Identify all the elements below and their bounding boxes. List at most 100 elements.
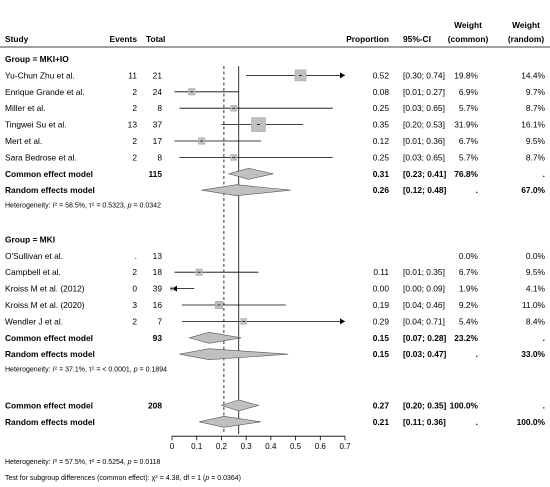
- study-weight-common: 6.7%: [459, 267, 479, 277]
- common-effect-ci: [0.20; 0.35]: [403, 400, 447, 410]
- study-total: 17: [153, 136, 163, 146]
- study-ci: [0.01; 0.36]: [403, 136, 445, 146]
- group-heterogeneity: Heterogeneity: I2 = 58.5%, τ2 = 0.5323, …: [5, 201, 161, 210]
- random-effect-label: Random effects model: [5, 185, 95, 195]
- study-weight-random: 14.4%: [521, 70, 545, 80]
- study-total: 8: [157, 103, 162, 113]
- study-weight-random: 9.5%: [526, 267, 546, 277]
- study-weight-random: 0.0%: [526, 251, 546, 261]
- column-header-total: Total: [146, 34, 165, 44]
- study-ci: [0.01; 0.27]: [403, 87, 445, 97]
- study-name: Sara Bedrose et al.: [5, 152, 77, 162]
- study-name: Kroiss M et al. (2012): [5, 284, 85, 294]
- common-effect-diamond: [220, 399, 260, 412]
- random-effect-label: Random effects model: [5, 417, 95, 427]
- study-name: Yu-Chun Zhu et al.: [5, 70, 75, 80]
- column-header-weight-common-sub: (common): [448, 34, 489, 44]
- study-weight-common: 9.2%: [459, 300, 479, 310]
- x-axis-tick-label: 0.5: [290, 442, 302, 451]
- x-axis-tick-label: 0.6: [315, 442, 327, 451]
- study-events: 11: [128, 70, 137, 80]
- group-label: Group = MKI: [5, 234, 55, 244]
- study-ci: [0.01; 0.35]: [403, 267, 445, 277]
- common-effect-total: 115: [148, 169, 162, 179]
- x-axis-tick-label: 0: [170, 442, 175, 451]
- study-ci: [0.00; 0.09]: [403, 284, 445, 294]
- common-effect-total: 208: [148, 400, 162, 410]
- column-header-study: Study: [5, 34, 29, 44]
- study-weight-random: 9.5%: [526, 136, 546, 146]
- study-weight-common: 5.7%: [459, 152, 479, 162]
- study-ci: [0.04; 0.71]: [403, 316, 445, 326]
- study-weight-common: 19.8%: [454, 70, 478, 80]
- common-effect-weight-random: .: [543, 333, 545, 343]
- study-events: 2: [132, 152, 137, 162]
- random-effect-label: Random effects model: [5, 349, 95, 359]
- study-name: Tingwei Su et al.: [5, 120, 67, 130]
- group-label: Group = MKI+IO: [5, 54, 69, 64]
- common-effect-proportion: 0.31: [373, 169, 390, 179]
- study-total: 39: [153, 284, 163, 294]
- study-events: 2: [132, 316, 137, 326]
- column-header-ci: 95%-CI: [403, 34, 431, 44]
- study-total: 7: [157, 316, 162, 326]
- study-proportion: 0.11: [373, 267, 389, 277]
- study-weight-random: 8.7%: [526, 152, 546, 162]
- random-effect-proportion: 0.26: [373, 185, 390, 195]
- study-ci: [0.04; 0.46]: [403, 300, 445, 310]
- study-events: 2: [132, 267, 137, 277]
- column-header-weight-random: Weight: [512, 20, 540, 30]
- study-proportion: 0.35: [373, 120, 390, 130]
- common-effect-weight-common: 100.0%: [450, 400, 479, 410]
- study-name: Wendler J et al.: [5, 316, 63, 326]
- x-axis-tick-label: 0.3: [241, 442, 253, 451]
- study-name: Mert et al.: [5, 136, 42, 146]
- study-events: 3: [132, 300, 137, 310]
- random-effect-diamond: [201, 184, 291, 197]
- common-effect-ci: [0.07; 0.28]: [403, 333, 447, 343]
- study-total: 21: [153, 70, 163, 80]
- study-proportion: 0.25: [373, 152, 390, 162]
- random-effect-ci: [0.03; 0.47]: [403, 349, 447, 359]
- common-effect-weight-random: .: [543, 400, 545, 410]
- random-effect-ci: [0.11; 0.36]: [403, 417, 446, 427]
- study-events: .: [135, 251, 137, 261]
- study-events: 2: [132, 87, 137, 97]
- study-proportion: 0.08: [373, 87, 390, 97]
- study-proportion: 0.52: [373, 70, 390, 80]
- study-weight-random: 16.1%: [521, 120, 545, 130]
- subgroup-test-common: Test for subgroup differences (common ef…: [5, 474, 241, 483]
- common-effect-label: Common effect model: [5, 400, 93, 410]
- study-name: Enrique Grande et al.: [5, 87, 85, 97]
- study-total: 37: [153, 120, 163, 130]
- study-weight-common: 1.9%: [459, 284, 479, 294]
- study-ci-arrow: [340, 72, 345, 79]
- random-effect-proportion: 0.15: [373, 349, 390, 359]
- study-weight-common: 5.4%: [459, 316, 479, 326]
- overall-heterogeneity: Heterogeneity: I2 = 57.5%, τ2 = 0.5254, …: [5, 458, 161, 467]
- study-total: 13: [153, 251, 163, 261]
- common-effect-diamond: [227, 167, 274, 180]
- study-name: Kroiss M et al. (2020): [5, 300, 85, 310]
- study-name: Campbell et al.: [5, 267, 61, 277]
- study-proportion: 0.00: [373, 284, 390, 294]
- random-effect-weight-common: .: [476, 349, 478, 359]
- study-weight-random: 8.4%: [526, 316, 546, 326]
- random-effect-weight-common: .: [476, 417, 478, 427]
- study-proportion: 0.19: [373, 300, 390, 310]
- study-ci-arrow: [340, 318, 345, 325]
- study-weight-common: 0.0%: [459, 251, 479, 261]
- study-proportion: 0.25: [373, 103, 390, 113]
- study-proportion: 0.12: [373, 136, 390, 146]
- column-header-weight-random-sub: (random): [508, 34, 545, 44]
- study-proportion: 0.29: [373, 316, 390, 326]
- column-header-events: Events: [110, 34, 138, 44]
- study-name: O'Sullivan et al.: [5, 251, 63, 261]
- common-effect-weight-random: .: [543, 169, 545, 179]
- common-effect-ci: [0.23; 0.41]: [403, 169, 447, 179]
- study-weight-random: 8.7%: [526, 103, 546, 113]
- common-effect-weight-common: 23.2%: [454, 333, 478, 343]
- common-effect-total: 93: [153, 333, 163, 343]
- random-effect-diamond: [179, 348, 289, 361]
